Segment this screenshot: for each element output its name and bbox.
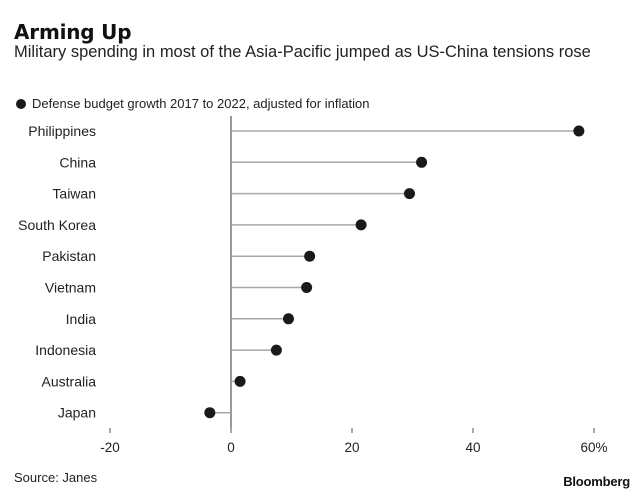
chart-subtitle: Military spending in most of the Asia-Pa… [14, 43, 591, 61]
legend: Defense budget growth 2017 to 2022, adju… [16, 96, 370, 111]
lollipop-dot [416, 156, 428, 168]
category-label: Philippines [28, 123, 96, 139]
lollipop-dot [304, 250, 316, 262]
legend-label: Defense budget growth 2017 to 2022, adju… [32, 96, 370, 111]
lollipop-dot [234, 375, 246, 387]
lollipop-dot [282, 313, 294, 325]
lollipop-dot [301, 282, 313, 293]
category-label: Japan [58, 405, 96, 421]
legend-dot-icon [16, 98, 26, 109]
category-label: China [59, 154, 96, 170]
category-label: South Korea [18, 217, 96, 233]
x-tick-label: 60% [580, 440, 607, 455]
lollipop-dot [270, 344, 282, 356]
chart-title: Arming Up [14, 20, 132, 44]
lollipop-dot [403, 188, 415, 200]
category-label: Australia [42, 373, 97, 389]
lollipop-dot [573, 125, 585, 137]
x-tick-label: 40 [465, 440, 480, 455]
source-note: Source: Janes [14, 470, 98, 485]
category-label: Pakistan [42, 248, 96, 264]
brand-logo: Bloomberg [563, 474, 630, 489]
category-label: Taiwan [52, 186, 96, 202]
lollipop-dot [204, 407, 216, 419]
category-label: India [66, 311, 97, 327]
category-label: Vietnam [45, 280, 96, 296]
x-tick-label: 0 [227, 440, 235, 455]
x-tick-label: -20 [100, 440, 120, 455]
x-tick-label: 20 [344, 440, 359, 455]
category-label: Indonesia [35, 342, 96, 358]
lollipop-dot [355, 219, 367, 231]
